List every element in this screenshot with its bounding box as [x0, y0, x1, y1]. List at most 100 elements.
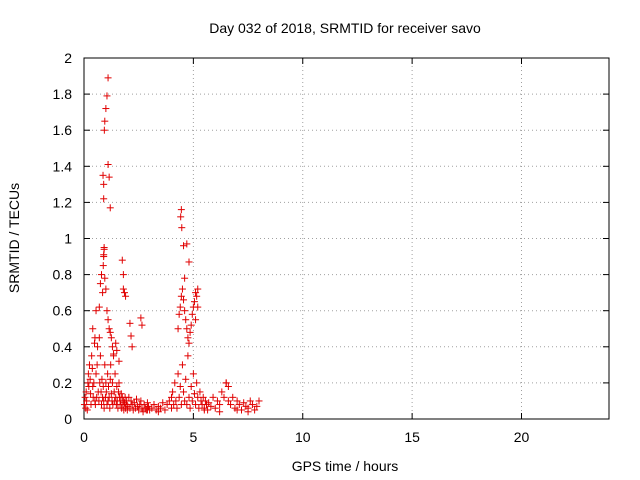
- y-axis: 0 0.2 0.4 0.6 0.8 1 1.2 1.4 1.6 1.8 2: [53, 50, 609, 427]
- data-point: [107, 390, 115, 398]
- data-point: [185, 258, 193, 266]
- data-point: [193, 292, 201, 300]
- data-point: [181, 397, 189, 405]
- data-point: [176, 303, 184, 311]
- data-point: [192, 316, 200, 324]
- data-point: [175, 310, 183, 318]
- data-point: [227, 401, 235, 409]
- data-point: [82, 404, 90, 412]
- x-tick-label: 10: [295, 429, 311, 445]
- data-point: [81, 393, 89, 401]
- data-point: [188, 397, 196, 405]
- data-point: [93, 361, 101, 369]
- data-point: [224, 397, 232, 405]
- data-point: [102, 388, 110, 396]
- data-point: [194, 303, 202, 311]
- data-point: [88, 364, 96, 372]
- data-point: [183, 240, 191, 248]
- data-point: [207, 402, 215, 410]
- data-point: [181, 274, 189, 282]
- data-point: [159, 399, 167, 407]
- data-point: [171, 379, 179, 387]
- data-point: [102, 285, 110, 293]
- y-tick-label: 0.6: [53, 303, 73, 319]
- data-point: [192, 401, 200, 409]
- data-point: [88, 352, 96, 360]
- data-point: [222, 379, 230, 387]
- data-point: [233, 397, 241, 405]
- data-point: [83, 406, 91, 414]
- data-point: [126, 319, 134, 327]
- data-point: [107, 361, 115, 369]
- data-point: [104, 316, 112, 324]
- data-point: [180, 388, 188, 396]
- data-point: [100, 195, 108, 203]
- data-point: [85, 361, 93, 369]
- data-point: [186, 328, 194, 336]
- data-point: [98, 271, 105, 279]
- data-point: [99, 262, 107, 270]
- data-point: [104, 74, 112, 82]
- y-tick-label: 0.4: [53, 339, 73, 355]
- data-point: [130, 399, 138, 407]
- data-point: [178, 361, 186, 369]
- data-point: [145, 402, 153, 410]
- data-point: [140, 401, 148, 409]
- data-point: [178, 224, 186, 232]
- data-point: [180, 242, 188, 250]
- data-point: [119, 285, 127, 293]
- data-point: [106, 404, 114, 412]
- data-point: [105, 383, 112, 391]
- data-point: [89, 325, 97, 333]
- data-point: [205, 399, 213, 407]
- data-point: [201, 397, 209, 405]
- data-point: [196, 388, 204, 396]
- data-point: [211, 404, 219, 412]
- y-tick-label: 1.6: [53, 122, 73, 138]
- data-point: [127, 332, 135, 340]
- data-point: [138, 321, 146, 329]
- data-point: [218, 388, 226, 396]
- data-point: [187, 321, 195, 329]
- data-point: [92, 370, 100, 378]
- y-tick-label: 1.8: [53, 86, 73, 102]
- data-point: [200, 406, 208, 414]
- data-point: [194, 285, 202, 293]
- data-point: [148, 404, 156, 412]
- data-point: [216, 408, 224, 416]
- data-point: [182, 375, 190, 383]
- data-point: [137, 397, 145, 405]
- data-point: [186, 404, 194, 412]
- data-point: [89, 383, 97, 391]
- data-point: [209, 393, 217, 401]
- data-point: [103, 307, 111, 315]
- y-tick-label: 0.8: [53, 267, 73, 283]
- data-point: [125, 393, 133, 401]
- data-point: [174, 325, 182, 333]
- y-axis-label: SRMTID / TECUs: [6, 183, 22, 293]
- data-point: [110, 350, 118, 358]
- data-point: [193, 379, 201, 387]
- data-point: [118, 256, 126, 264]
- data-point: [176, 383, 184, 391]
- data-point: [177, 206, 185, 214]
- data-point: [96, 379, 104, 387]
- data-point: [91, 334, 99, 342]
- x-axis-label: GPS time / hours: [292, 458, 399, 474]
- y-tick-label: 2: [64, 50, 72, 66]
- data-point: [255, 397, 263, 405]
- data-point: [137, 314, 145, 322]
- data-point: [105, 325, 113, 333]
- data-point: [170, 401, 178, 409]
- data-point: [172, 397, 180, 405]
- data-point: [240, 399, 248, 407]
- data-point: [102, 379, 110, 387]
- data-point: [192, 289, 200, 297]
- data-point: [235, 401, 243, 409]
- data-point: [182, 316, 190, 324]
- data-point: [169, 388, 177, 396]
- data-point: [161, 406, 169, 414]
- data-point: [199, 393, 207, 401]
- data-point: [246, 397, 254, 405]
